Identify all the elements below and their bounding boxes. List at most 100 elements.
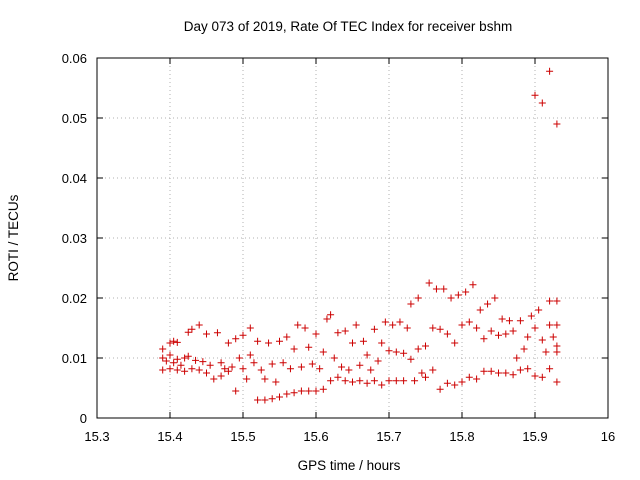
data-point	[531, 372, 539, 380]
data-point	[203, 369, 210, 377]
data-point	[232, 335, 240, 343]
data-point	[495, 331, 502, 339]
data-point	[429, 324, 437, 332]
data-point	[491, 294, 499, 302]
data-point	[389, 321, 397, 329]
data-point	[469, 281, 477, 289]
data-point	[524, 365, 532, 373]
data-point	[257, 366, 265, 374]
data-point	[272, 378, 280, 386]
data-point	[210, 375, 218, 383]
data-point	[254, 396, 262, 404]
data-point	[422, 342, 429, 350]
data-point	[400, 377, 408, 385]
x-tick-label: 16	[601, 429, 615, 444]
data-point	[297, 387, 305, 395]
data-point	[184, 352, 192, 360]
data-point	[188, 325, 196, 333]
data-point	[524, 333, 532, 341]
data-point	[546, 365, 554, 373]
data-point	[170, 359, 178, 367]
data-point	[378, 339, 386, 347]
data-point	[414, 294, 422, 302]
data-point	[546, 321, 554, 329]
data-point	[502, 330, 510, 338]
data-point	[334, 373, 342, 381]
data-point	[396, 318, 404, 326]
data-point	[159, 345, 167, 353]
data-point	[363, 379, 371, 387]
data-point	[411, 377, 419, 385]
data-point	[509, 327, 517, 335]
data-point	[159, 366, 167, 374]
data-point	[392, 377, 400, 385]
data-point	[451, 381, 459, 389]
data-point	[374, 357, 382, 365]
data-point	[283, 333, 291, 341]
data-point	[312, 387, 320, 395]
data-point	[502, 369, 510, 377]
data-point	[403, 324, 411, 332]
data-point	[400, 349, 408, 357]
data-point	[341, 377, 349, 385]
data-point	[162, 357, 170, 365]
data-point	[294, 321, 302, 329]
data-point	[235, 354, 243, 362]
data-point	[239, 365, 247, 373]
data-point	[385, 377, 393, 385]
data-point	[290, 389, 298, 397]
data-point	[239, 331, 247, 339]
data-point	[432, 285, 440, 293]
data-point	[349, 378, 356, 386]
data-point	[538, 373, 546, 381]
data-point	[305, 343, 313, 351]
data-point	[232, 387, 240, 395]
data-point	[487, 327, 495, 335]
data-point	[480, 367, 488, 375]
data-point	[553, 378, 561, 386]
axis-ticks: 15.3 15.4 15.5 15.6 15.7 15.8 15.9 16 0 0.01 0.02 0…	[62, 51, 616, 444]
y-tick-label: 0.04	[62, 171, 87, 186]
data-point	[195, 366, 203, 374]
data-point	[513, 354, 521, 362]
data-point	[181, 367, 189, 375]
data-point	[422, 373, 429, 381]
data-point	[276, 337, 283, 345]
data-point	[265, 339, 273, 347]
y-tick-label: 0.01	[62, 351, 87, 366]
data-point	[279, 359, 287, 367]
data-point	[385, 347, 393, 355]
y-axis-title: ROTI / TECUs	[6, 194, 21, 281]
data-point	[531, 91, 539, 99]
x-axis-title: GPS time / hours	[298, 458, 401, 473]
data-point	[487, 367, 495, 375]
data-point	[345, 366, 353, 374]
data-point	[319, 385, 327, 393]
data-point	[276, 393, 283, 401]
data-point	[341, 327, 349, 335]
data-point	[495, 369, 502, 377]
x-tick-label: 15.6	[303, 429, 328, 444]
data-point	[538, 99, 546, 107]
data-point	[159, 354, 167, 362]
data-point	[301, 324, 309, 332]
x-tick-label: 15.4	[157, 429, 182, 444]
data-point	[458, 321, 466, 329]
data-point	[505, 317, 513, 325]
data-point	[516, 317, 524, 325]
data-point	[454, 291, 462, 299]
data-point	[308, 360, 316, 368]
data-point	[553, 348, 561, 356]
data-point	[261, 375, 269, 383]
data-point	[553, 342, 561, 350]
data-point	[217, 372, 225, 380]
data-points	[159, 67, 561, 404]
data-point	[166, 339, 174, 347]
data-point	[224, 367, 232, 375]
data-point	[436, 385, 444, 393]
x-tick-label: 15.5	[230, 429, 255, 444]
data-point	[243, 375, 251, 383]
data-point	[542, 348, 550, 356]
data-point	[553, 321, 561, 329]
